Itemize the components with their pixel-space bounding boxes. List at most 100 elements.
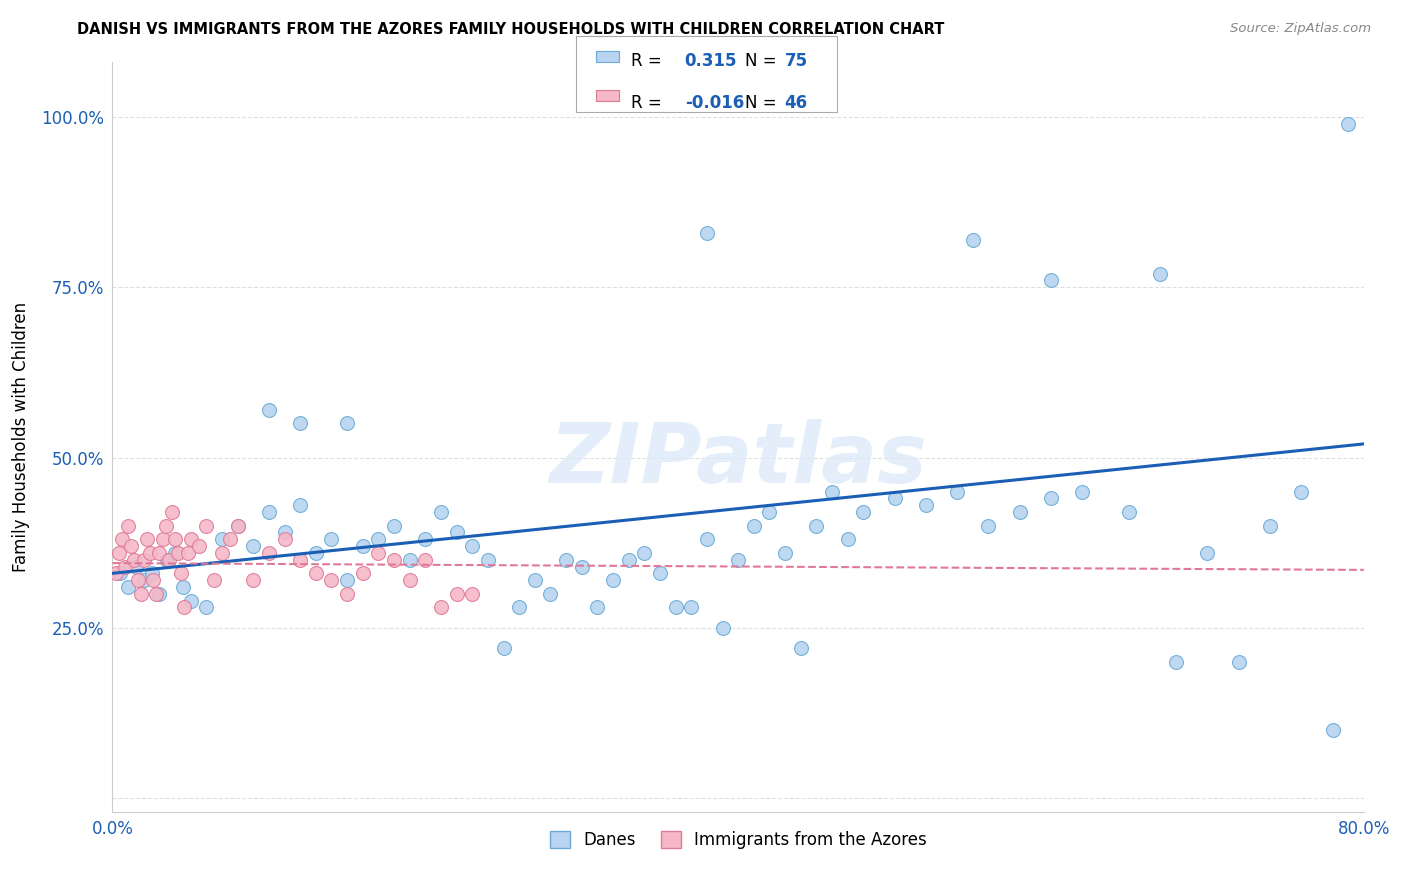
- Point: [257, 402, 280, 417]
- Point: [446, 525, 468, 540]
- Point: [142, 573, 165, 587]
- Point: [290, 552, 312, 566]
- Text: N =: N =: [745, 52, 776, 70]
- Point: [352, 566, 374, 581]
- Legend: Danes, Immigrants from the Azores: Danes, Immigrants from the Azores: [543, 824, 934, 855]
- Text: 0.315: 0.315: [685, 52, 737, 70]
- Point: [336, 587, 359, 601]
- Point: [602, 573, 624, 587]
- Point: [148, 546, 170, 560]
- Point: [727, 552, 749, 566]
- Point: [696, 533, 718, 547]
- Point: [415, 552, 437, 566]
- Point: [211, 546, 233, 560]
- Point: [170, 566, 193, 581]
- Point: [633, 546, 655, 560]
- Point: [129, 587, 152, 601]
- Point: [176, 546, 198, 560]
- Point: [758, 505, 780, 519]
- Point: [1291, 484, 1313, 499]
- Point: [107, 546, 129, 560]
- Point: [398, 552, 420, 566]
- Point: [305, 566, 328, 581]
- Point: [173, 600, 195, 615]
- Y-axis label: Family Households with Children: Family Households with Children: [13, 302, 30, 572]
- Point: [540, 587, 562, 601]
- Point: [195, 600, 218, 615]
- Point: [742, 518, 765, 533]
- Point: [1337, 117, 1360, 131]
- Text: DANISH VS IMMIGRANTS FROM THE AZORES FAMILY HOUSEHOLDS WITH CHILDREN CORRELATION: DANISH VS IMMIGRANTS FROM THE AZORES FAM…: [77, 22, 945, 37]
- Point: [163, 533, 186, 547]
- Point: [110, 566, 132, 581]
- Point: [962, 233, 984, 247]
- Point: [492, 641, 515, 656]
- Point: [135, 533, 157, 547]
- Point: [321, 533, 343, 547]
- Point: [571, 559, 593, 574]
- Point: [382, 518, 405, 533]
- Point: [461, 539, 484, 553]
- Point: [821, 484, 844, 499]
- Point: [167, 546, 190, 560]
- Point: [430, 600, 453, 615]
- Point: [117, 518, 139, 533]
- Point: [242, 573, 264, 587]
- Point: [367, 533, 389, 547]
- Text: N =: N =: [745, 94, 776, 112]
- Point: [837, 533, 859, 547]
- Point: [1322, 723, 1344, 737]
- Point: [806, 518, 828, 533]
- Text: R =: R =: [631, 94, 662, 112]
- Point: [132, 552, 155, 566]
- Point: [226, 518, 249, 533]
- Point: [273, 533, 295, 547]
- Point: [257, 505, 280, 519]
- Point: [172, 580, 194, 594]
- Point: [226, 518, 249, 533]
- Point: [120, 539, 142, 553]
- Text: Source: ZipAtlas.com: Source: ZipAtlas.com: [1230, 22, 1371, 36]
- Point: [145, 587, 167, 601]
- Point: [664, 600, 686, 615]
- Point: [156, 552, 179, 566]
- Point: [155, 518, 177, 533]
- Point: [773, 546, 796, 560]
- Point: [290, 498, 312, 512]
- Point: [141, 566, 163, 581]
- Point: [1118, 505, 1140, 519]
- Point: [257, 546, 280, 560]
- Point: [132, 573, 155, 587]
- Point: [273, 525, 295, 540]
- Point: [1039, 273, 1063, 287]
- Text: R =: R =: [631, 52, 662, 70]
- Text: ZIPatlas: ZIPatlas: [550, 419, 927, 500]
- Point: [352, 539, 374, 553]
- Point: [711, 621, 734, 635]
- Point: [398, 573, 420, 587]
- Point: [211, 533, 233, 547]
- Point: [139, 546, 162, 560]
- Point: [104, 566, 127, 581]
- Point: [124, 552, 146, 566]
- Point: [555, 552, 578, 566]
- Point: [152, 533, 174, 547]
- Point: [696, 226, 718, 240]
- Point: [681, 600, 703, 615]
- Point: [1166, 655, 1188, 669]
- Point: [336, 417, 359, 431]
- Point: [1149, 267, 1171, 281]
- Point: [321, 573, 343, 587]
- Point: [163, 546, 186, 560]
- Point: [946, 484, 969, 499]
- Point: [125, 559, 148, 574]
- Point: [1039, 491, 1063, 506]
- Point: [218, 533, 240, 547]
- Point: [883, 491, 905, 506]
- Point: [202, 573, 225, 587]
- Text: 75: 75: [785, 52, 807, 70]
- Text: -0.016: -0.016: [685, 94, 744, 112]
- Point: [180, 533, 202, 547]
- Point: [160, 505, 183, 519]
- Point: [617, 552, 640, 566]
